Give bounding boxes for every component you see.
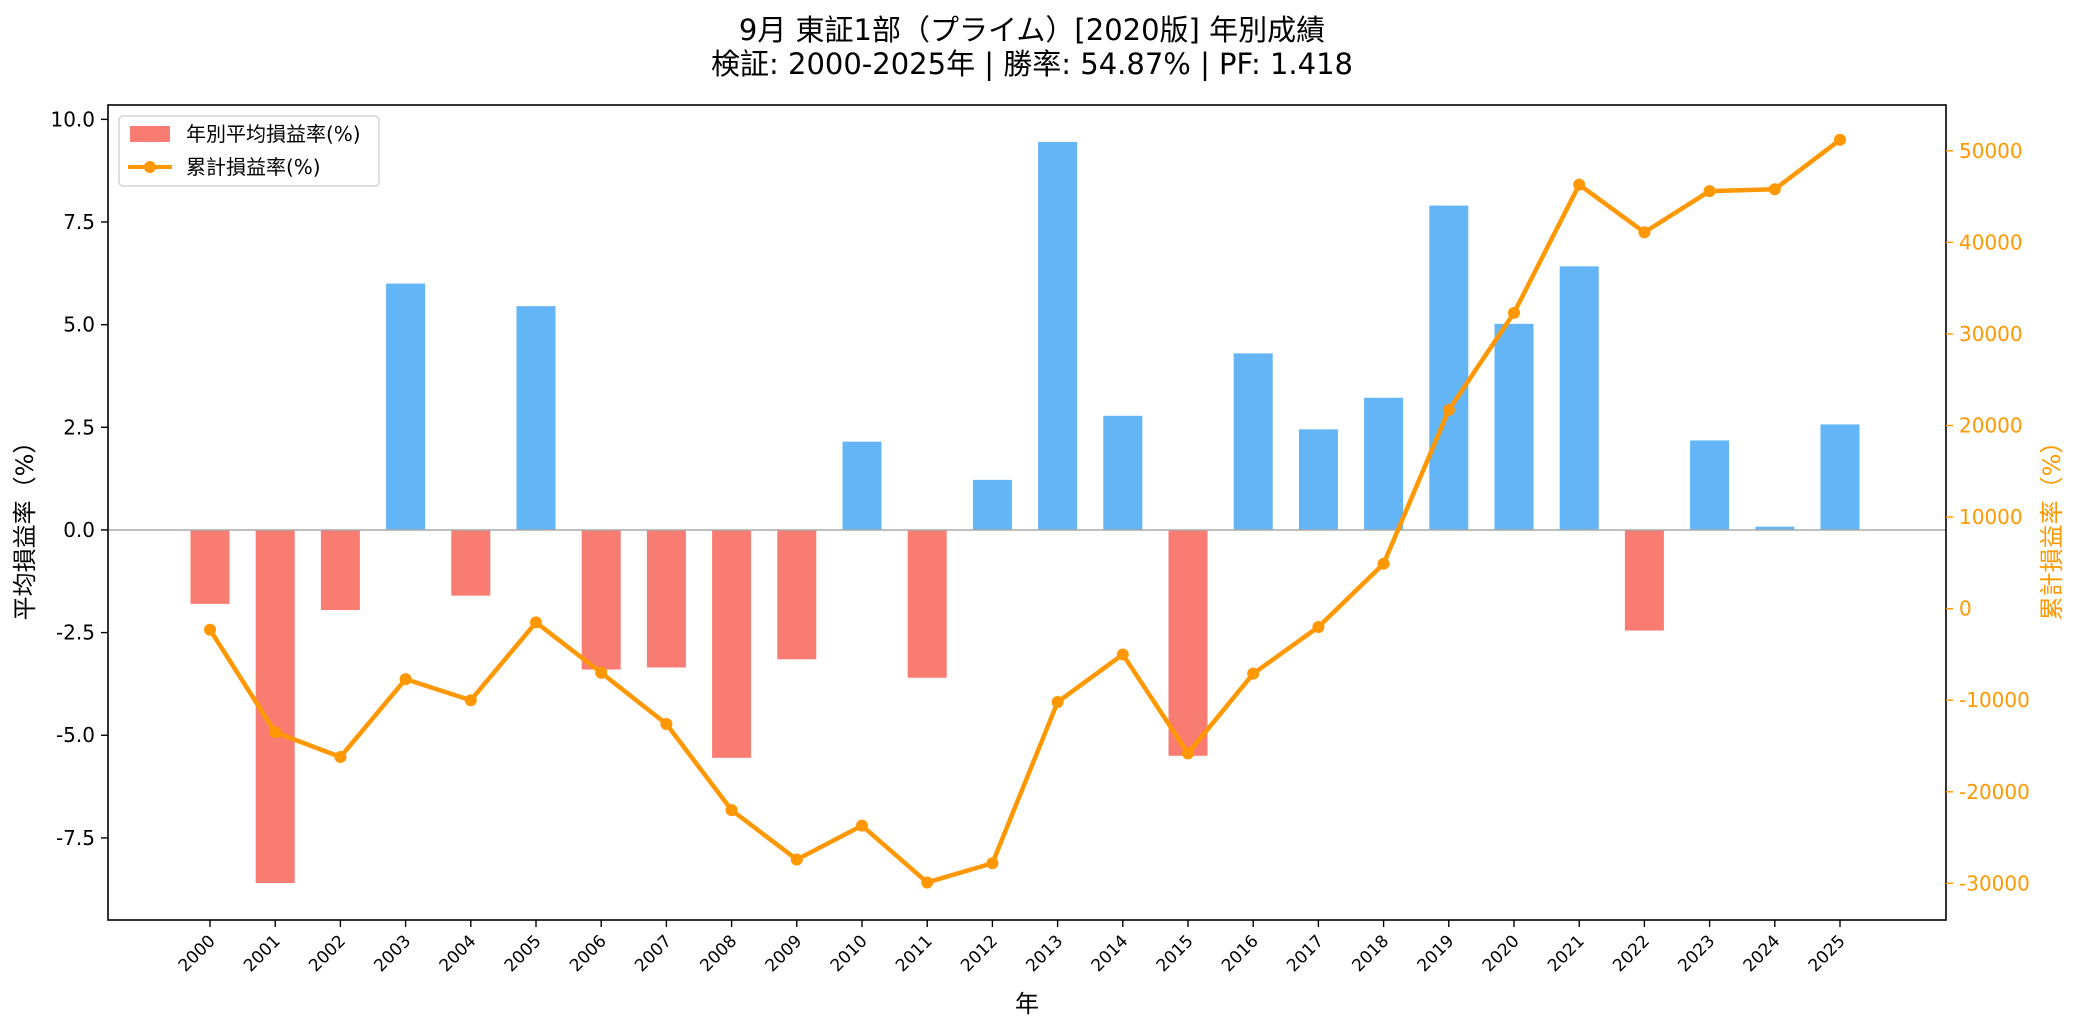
bar-2006 xyxy=(581,529,621,670)
bar-2005 xyxy=(516,306,556,530)
line-point-2013 xyxy=(1051,696,1064,709)
bar-2002 xyxy=(320,529,360,611)
bar-2017 xyxy=(1298,429,1338,530)
line-point-2024 xyxy=(1768,183,1781,196)
bar-2022 xyxy=(1624,529,1664,631)
right-tick-label: 40000 xyxy=(1959,230,2023,254)
line-point-2003 xyxy=(399,673,412,686)
left-y-axis-label: 平均損益率（%） xyxy=(11,430,39,621)
right-tick-label: 50000 xyxy=(1959,139,2023,163)
left-tick-label: 7.5 xyxy=(63,210,95,234)
line-point-2012 xyxy=(986,857,999,870)
legend-line-label: 累計損益率(%) xyxy=(186,155,321,179)
line-point-2018 xyxy=(1377,557,1390,570)
line-point-2007 xyxy=(660,718,673,731)
right-y-axis-label: 累計損益率（%） xyxy=(2038,430,2066,621)
bar-2001 xyxy=(255,529,295,884)
bar-2023 xyxy=(1690,440,1730,530)
bar-2012 xyxy=(972,479,1012,530)
right-tick-label: 20000 xyxy=(1959,414,2023,438)
line-point-2020 xyxy=(1508,306,1520,319)
line-point-2005 xyxy=(530,616,542,629)
right-tick-label: 0 xyxy=(1959,597,1972,621)
bar-2010 xyxy=(842,441,882,530)
legend: 年別平均損益率(%) 累計損益率(%) xyxy=(118,115,380,187)
bar-2025 xyxy=(1820,424,1860,530)
right-tick-label: -10000 xyxy=(1959,688,2030,712)
bar-2011 xyxy=(907,529,947,678)
legend-bar-label: 年別平均損益率(%) xyxy=(186,122,361,146)
line-point-2021 xyxy=(1573,178,1586,191)
legend-line-marker xyxy=(144,161,156,173)
line-point-2011 xyxy=(921,876,934,889)
legend-bar-swatch xyxy=(130,126,170,142)
line-point-2009 xyxy=(790,853,803,866)
line-point-2023 xyxy=(1703,185,1716,198)
left-tick-label: 2.5 xyxy=(63,415,95,439)
left-tick-label: 0.0 xyxy=(63,518,95,542)
bar-2008 xyxy=(712,529,752,758)
bar-2019 xyxy=(1429,205,1469,530)
right-tick-label: 30000 xyxy=(1959,322,2023,346)
bar-2013 xyxy=(1038,141,1078,530)
bar-2016 xyxy=(1233,353,1273,530)
cumulative-line xyxy=(208,138,1842,885)
line-point-2001 xyxy=(269,726,282,739)
line-point-2019 xyxy=(1442,403,1455,416)
chart-subtitle: 検証: 2000-2025年 | 勝率: 54.87% | PF: 1.418 xyxy=(711,47,1353,81)
x-axis-label: 年 xyxy=(1015,990,1039,1018)
bar-2024 xyxy=(1755,526,1795,530)
bar-2009 xyxy=(777,529,817,660)
bar-series xyxy=(190,141,1860,884)
chart-title: 9月 東証1部（プライム）[2020版] 年別成績 xyxy=(739,13,1325,47)
bar-2020 xyxy=(1494,323,1534,530)
left-tick-label: -5.0 xyxy=(56,723,95,747)
left-y-axis: 10.0 7.5 5.0 2.5 0.0 -2.5 -5.0 -7.5 xyxy=(50,107,108,850)
line-point-2002 xyxy=(334,751,347,763)
line-point-2008 xyxy=(725,804,738,817)
line-point-2017 xyxy=(1312,620,1325,633)
line-point-2015 xyxy=(1182,747,1194,760)
line-point-2004 xyxy=(464,694,477,707)
line-point-2025 xyxy=(1834,133,1846,146)
line-point-2014 xyxy=(1116,648,1129,661)
bar-2015 xyxy=(1168,529,1208,756)
bar-2007 xyxy=(646,529,686,668)
bar-2014 xyxy=(1103,415,1143,530)
right-tick-label: -30000 xyxy=(1959,871,2030,895)
right-y-axis: 50000 40000 30000 20000 10000 0 -10000 -20000 -3… xyxy=(1946,139,2030,895)
bar-2003 xyxy=(386,283,426,530)
left-tick-label: -2.5 xyxy=(56,621,95,645)
left-tick-label: 10.0 xyxy=(50,107,95,131)
line-point-2000 xyxy=(204,623,216,636)
bar-2021 xyxy=(1559,266,1599,530)
right-tick-label: -20000 xyxy=(1959,780,2030,804)
line-point-2006 xyxy=(595,666,608,679)
bar-2000 xyxy=(190,529,230,604)
right-tick-label: 10000 xyxy=(1959,505,2023,529)
left-tick-label: -7.5 xyxy=(56,826,95,850)
line-point-2022 xyxy=(1638,226,1651,239)
line-point-2016 xyxy=(1247,667,1260,680)
legend-box xyxy=(118,115,380,187)
line-series xyxy=(204,133,1846,889)
bar-2018 xyxy=(1364,397,1404,530)
line-point-2010 xyxy=(856,819,868,832)
plot-frame xyxy=(107,104,1947,921)
bar-2004 xyxy=(451,529,491,596)
left-tick-label: 5.0 xyxy=(63,313,95,337)
